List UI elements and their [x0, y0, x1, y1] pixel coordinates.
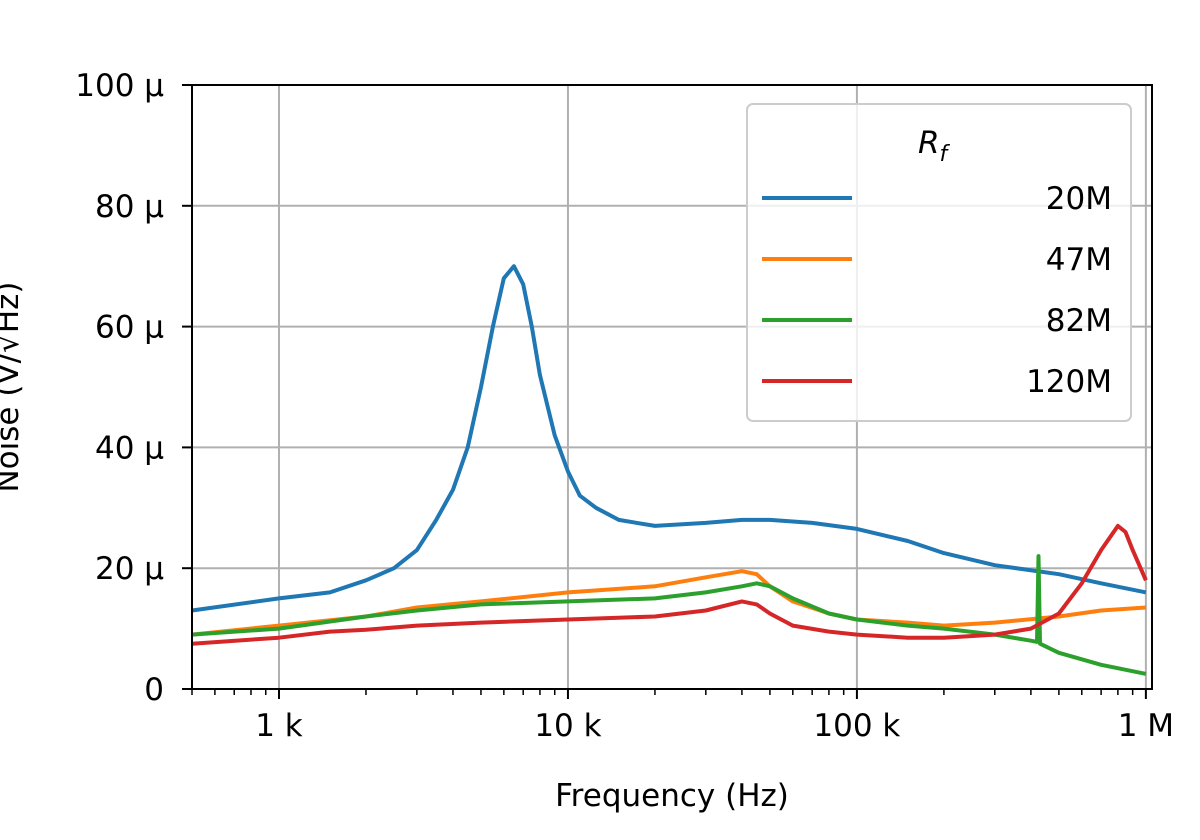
y-tick-label: 20 μ — [95, 551, 164, 587]
legend-label-47M: 47M — [1046, 242, 1112, 278]
series-line-120M — [191, 523, 1148, 646]
plot-frame — [191, 84, 1153, 690]
y-tick-label: 0 — [144, 672, 164, 708]
legend: Rf 20M 47M 82M 120M — [746, 103, 1132, 422]
legend-label-20M: 20M — [1046, 181, 1112, 217]
y-axis-label: Noise (V/√Hz) — [0, 281, 26, 492]
legend-entries: 20M 47M 82M 120M — [762, 181, 1112, 400]
x-tick-label: 10 k — [534, 708, 601, 744]
y-tick-label: 80 μ — [95, 189, 164, 225]
y-tick-label: 100 μ — [75, 68, 164, 104]
x-axis-label: Frequency (Hz) — [555, 778, 789, 814]
series-lines — [191, 264, 1148, 676]
series-line-20M — [191, 264, 1147, 613]
x-tick-label: 1 M — [1118, 708, 1174, 744]
x-tick-label: 1 k — [255, 708, 303, 744]
series-line-82M — [191, 554, 1147, 676]
legend-box — [746, 103, 1132, 422]
y-tick-label: 60 μ — [95, 310, 164, 346]
legend-title: Rf — [918, 125, 951, 167]
series-line-47M — [191, 569, 1147, 637]
legend-label-82M: 82M — [1046, 303, 1112, 339]
x-ticks: 1 k 10 k 100 k 1 M — [191, 689, 1174, 744]
y-tick-label: 40 μ — [95, 430, 164, 466]
x-tick-label: 100 k — [813, 708, 900, 744]
legend-label-120M: 120M — [1026, 364, 1112, 400]
y-ticks: 0 20 μ 40 μ 60 μ 80 μ 100 μ — [75, 68, 192, 708]
